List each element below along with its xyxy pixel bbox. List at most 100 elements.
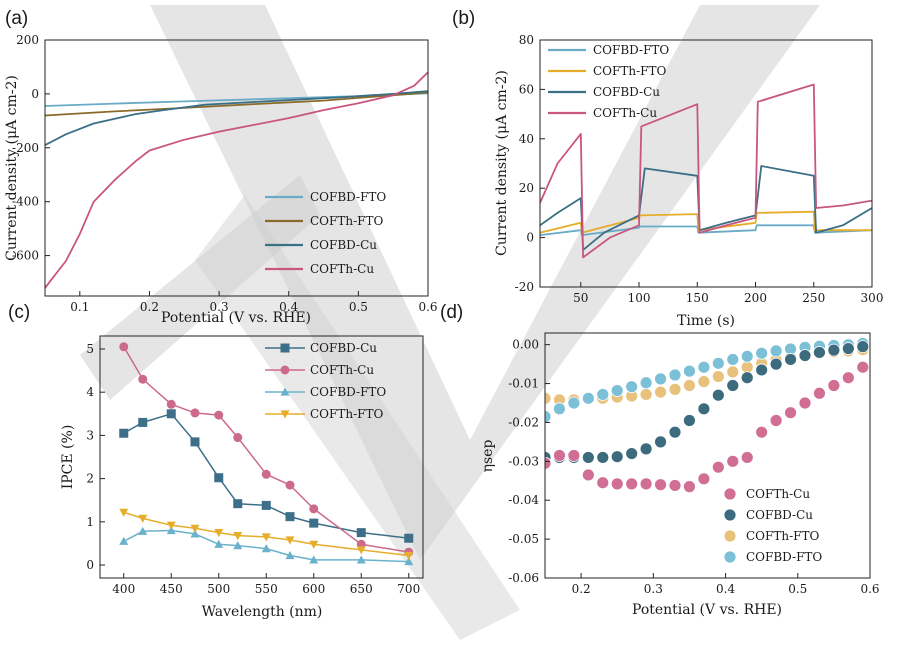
- data-point: [769, 344, 783, 358]
- data-point: [827, 343, 841, 357]
- panel-d: (d) 0.2 0.3 0.4 0.5 0.6 0.00 -0.01 -0.02 -0.03 -0…: [440, 302, 880, 618]
- legend-label: COFBD-FTO: [310, 190, 386, 204]
- legend-item: COFTh-Cu: [548, 106, 657, 120]
- watermark-stroke-3: [80, 175, 320, 400]
- panel-a-frame: [44, 39, 429, 297]
- panel-c-ylabel: IPCE (%): [60, 425, 76, 490]
- data-point: [668, 368, 682, 382]
- data-point: [726, 353, 740, 366]
- data-point: [639, 442, 653, 456]
- legend-swatch-marker: [280, 365, 290, 375]
- data-point: [261, 544, 271, 553]
- data-point: [755, 346, 769, 360]
- legend-item: COFBD-Cu: [265, 341, 377, 355]
- ytick-label: 3: [86, 428, 94, 442]
- data-point: [581, 468, 595, 482]
- data-point: [711, 460, 725, 474]
- data-point: [697, 472, 711, 486]
- data-point: [755, 425, 769, 439]
- data-point: [567, 449, 581, 462]
- legend-item: COFTh-Cu: [265, 262, 374, 276]
- legend-label: COFBD-Cu: [310, 341, 377, 355]
- data-point: [404, 533, 414, 543]
- data-point: [309, 540, 319, 549]
- panel-a-legend: COFBD-FTO COFTh-FTO COFBD-Cu COFTh-Cu: [265, 190, 386, 276]
- xtick-label: 150: [686, 291, 709, 305]
- legend-label: COFBD-Cu: [746, 508, 813, 522]
- panel-b-ylabel: Current density (μA cm-2): [494, 70, 510, 256]
- data-point: [214, 410, 224, 420]
- data-point: [581, 391, 595, 405]
- legend-swatch-sphere: [723, 487, 737, 501]
- data-point: [356, 546, 366, 555]
- data-point: [740, 371, 754, 385]
- data-point: [119, 342, 129, 352]
- data-point: [625, 477, 639, 491]
- data-point: [639, 477, 653, 491]
- data-point: [668, 479, 682, 492]
- panel-c: (c) 400 450 500 550 600 650 700 0 1 2 3 4 5 Waveleng…: [8, 302, 424, 620]
- legend-item: COFTh-Cu: [723, 487, 810, 501]
- data-point: [683, 414, 696, 427]
- ytick-label: -200: [12, 141, 39, 155]
- data-point: [654, 372, 667, 386]
- data-point: [769, 414, 783, 427]
- panel-d-legend: COFTh-Cu COFBD-Cu COFTh-FTO COFBD-FTO: [723, 487, 822, 564]
- legend-item: COFTh-FTO: [265, 407, 383, 421]
- panel-d-ticks: 0.2 0.3 0.4 0.5 0.6 0.00 -0.01 -0.02 -0.03 -0.04 -…: [508, 338, 879, 596]
- data-point: [553, 449, 566, 462]
- data-point: [683, 379, 696, 392]
- xtick-label: 0.4: [716, 582, 735, 596]
- data-point: [841, 342, 855, 355]
- data-point: [711, 370, 725, 383]
- xtick-label: 0.1: [70, 300, 89, 314]
- data-point: [233, 541, 243, 550]
- data-point: [813, 386, 826, 400]
- xtick-label: 600: [302, 582, 325, 596]
- legend-label: COFBD-FTO: [310, 385, 386, 399]
- ytick-label: 2: [86, 472, 94, 486]
- panel-d-plot: [545, 337, 870, 494]
- xtick-label: 100: [628, 291, 651, 305]
- watermark-stroke-2: [420, 5, 820, 560]
- panel-a: (a) 0.1 0.2 0.3 0.4 0.5 0.6 200 0 -200 -400 -600 P…: [4, 8, 438, 326]
- ytick-label: -0.04: [508, 493, 539, 507]
- data-point: [668, 425, 682, 439]
- legend-swatch-sphere: [723, 550, 737, 564]
- panel-b-legend: COFBD-FTO COFTh-FTO COFBD-Cu COFTh-Cu: [548, 43, 669, 120]
- ytick-label: 0.00: [512, 338, 539, 352]
- panel-b-xlabel: Time (s): [677, 313, 735, 329]
- xtick-label: 0.5: [788, 582, 807, 596]
- data-point: [683, 364, 696, 378]
- xtick-label: 650: [350, 582, 373, 596]
- data-point: [740, 349, 754, 363]
- data-point: [697, 360, 711, 374]
- data-point: [827, 379, 841, 392]
- data-point: [784, 353, 797, 366]
- data-point: [654, 435, 667, 449]
- data-point: [668, 382, 682, 396]
- watermark-stroke-1: [150, 5, 470, 560]
- xtick-label: 0.6: [860, 582, 879, 596]
- ytick-label: -0.03: [508, 454, 539, 468]
- data-point: [119, 536, 129, 545]
- data-point: [654, 385, 667, 399]
- panel-c-ticks: 400 450 500 550 600 650 700 0 1 2 3 4 5: [86, 342, 420, 596]
- legend-label: COFTh-Cu: [746, 487, 810, 501]
- legend-item: COFTh-FTO: [548, 64, 666, 78]
- data-point: [119, 508, 129, 517]
- ytick-label: 1: [86, 515, 94, 529]
- data-point: [755, 363, 769, 377]
- data-point: [798, 396, 812, 410]
- data-point: [740, 451, 754, 464]
- data-point: [261, 533, 271, 542]
- legend-item: COFBD-Cu: [723, 508, 813, 522]
- ytick-label: -0.01: [508, 377, 539, 391]
- legend-label: COFBD-Cu: [310, 238, 377, 252]
- xtick-label: 250: [802, 291, 825, 305]
- legend-swatch-marker: [280, 387, 290, 396]
- xtick-label: 50: [573, 291, 588, 305]
- legend-item: COFBD-FTO: [723, 550, 822, 564]
